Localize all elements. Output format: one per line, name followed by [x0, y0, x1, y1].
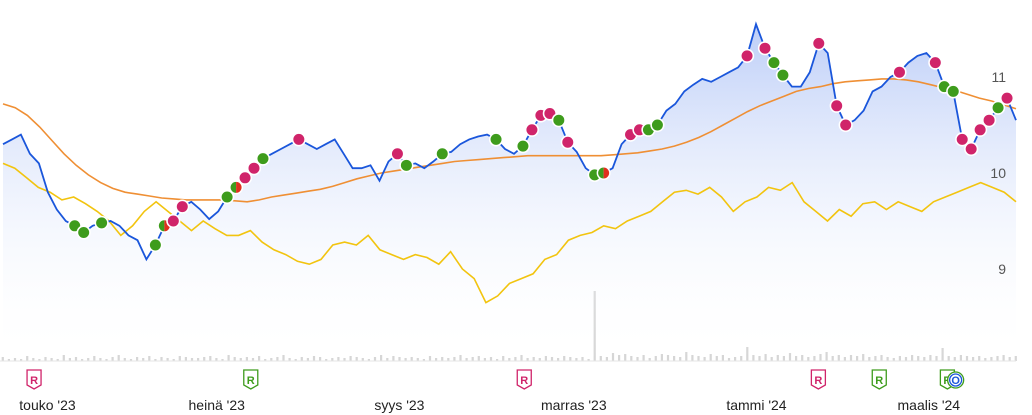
signal-marker-sell[interactable]: [829, 98, 844, 113]
signal-marker-buy[interactable]: [990, 100, 1006, 115]
signal-marker-buy[interactable]: [551, 113, 566, 128]
y-tick-label: 9: [998, 261, 1006, 277]
signal-marker-buy[interactable]: [766, 55, 782, 70]
signal-marker-buy[interactable]: [220, 189, 235, 205]
signal-marker-buy[interactable]: [255, 151, 271, 166]
x-tick-label: tammi '24: [726, 397, 786, 413]
signal-marker-mixed[interactable]: [596, 166, 611, 180]
signal-marker-buy[interactable]: [775, 67, 791, 83]
x-tick-label: maalis '24: [898, 397, 961, 413]
volume-bar: [1, 357, 4, 361]
signal-marker-sell[interactable]: [982, 113, 997, 128]
x-tick-label: syys '23: [374, 397, 424, 413]
signal-marker-mixed[interactable]: [229, 180, 244, 195]
signal-marker-sell[interactable]: [739, 48, 755, 63]
signal-marker-sell[interactable]: [237, 170, 253, 185]
price-area-fill: [3, 24, 1016, 361]
signal-marker-sell[interactable]: [390, 146, 405, 161]
event-flag-label: R: [814, 375, 822, 387]
event-flag-info[interactable]: O: [946, 371, 965, 389]
y-axis: 9 10 11: [990, 69, 1006, 277]
signal-marker-sell[interactable]: [166, 213, 181, 229]
event-flag-sell[interactable]: R: [810, 369, 827, 390]
signal-marker-sell[interactable]: [246, 161, 262, 176]
signal-marker-buy[interactable]: [488, 132, 504, 147]
signal-marker-buy[interactable]: [435, 146, 450, 161]
event-flag-sell[interactable]: R: [516, 369, 532, 390]
event-flag-label: R: [520, 375, 528, 387]
x-tick-label: touko '23: [19, 397, 76, 413]
signal-marker-sell[interactable]: [757, 41, 773, 56]
signal-marker-buy[interactable]: [76, 225, 91, 240]
signal-marker-sell[interactable]: [964, 141, 979, 157]
y-tick-label: 10: [990, 165, 1006, 181]
event-flags: RRRRRRO: [26, 369, 965, 390]
x-tick-label: marras '23: [541, 397, 607, 413]
signal-marker-sell[interactable]: [928, 55, 943, 70]
signal-marker-sell[interactable]: [291, 132, 306, 147]
event-flag-label: R: [247, 375, 255, 387]
signal-marker-buy[interactable]: [946, 84, 961, 99]
signal-marker-sell[interactable]: [175, 199, 190, 214]
x-axis: touko '23 heinä '23 syys '23 marras '23 tamm…: [19, 397, 960, 413]
signal-marker-sell[interactable]: [811, 36, 826, 51]
event-flag-label: R: [875, 375, 883, 387]
event-flag-buy[interactable]: R: [243, 369, 259, 390]
event-flag-label: O: [951, 375, 960, 387]
signal-marker-sell[interactable]: [560, 135, 575, 150]
signal-marker-sell[interactable]: [999, 91, 1015, 106]
event-flag-sell[interactable]: R: [26, 369, 42, 390]
event-flag-label: R: [30, 375, 38, 387]
signal-marker-buy[interactable]: [94, 215, 109, 231]
signal-marker-buy[interactable]: [399, 158, 414, 173]
signal-marker-buy[interactable]: [650, 117, 665, 133]
y-tick-label: 11: [991, 69, 1006, 85]
signal-markers: [67, 36, 1015, 253]
signal-marker-sell[interactable]: [973, 122, 988, 137]
moving-average-line: [2, 78, 1017, 203]
signal-marker-sell[interactable]: [955, 132, 970, 147]
signal-marker-buy[interactable]: [148, 237, 163, 253]
event-flag-buy[interactable]: R: [871, 369, 887, 390]
x-tick-label: heinä '23: [189, 397, 246, 413]
signal-marker-sell[interactable]: [892, 65, 907, 80]
signal-marker-sell[interactable]: [524, 122, 540, 137]
signal-marker-sell[interactable]: [838, 117, 853, 133]
signal-marker-buy[interactable]: [515, 139, 531, 154]
